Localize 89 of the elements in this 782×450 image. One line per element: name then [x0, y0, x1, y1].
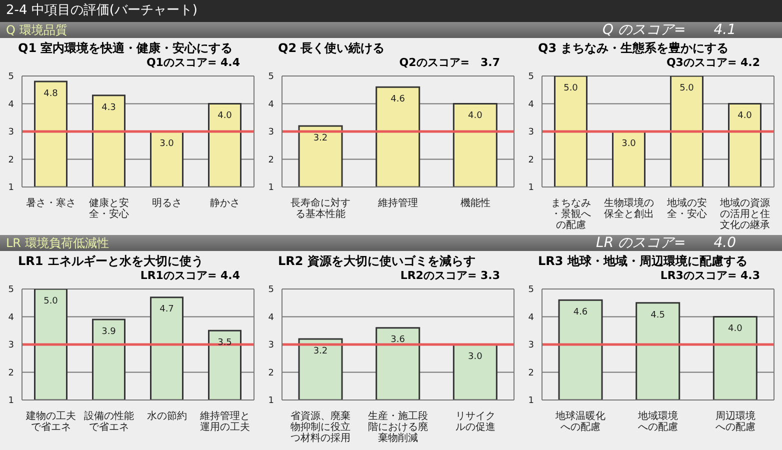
chart-subtitle: LR3のスコア= 4.3 [659, 269, 761, 283]
data-label: 4.3 [102, 102, 116, 113]
chart-subtitle: Q3のスコア= 4.2 [665, 56, 761, 70]
y-tick-label: 3 [528, 128, 534, 138]
chart-title: LR3 地球・地域・周辺環境に配慮する [537, 254, 748, 269]
y-tick-label: 3 [8, 340, 14, 351]
y-tick-label: 5 [268, 72, 274, 82]
x-tick-label: 設備の性能で省エネ [84, 410, 134, 433]
x-tick-label: 生産・施工段階における廃棄物削減 [368, 410, 428, 444]
text: Q 環境品質 [6, 22, 68, 38]
x-tick-label: 省資源、廃棄物抑制に役立つ材料の採用 [290, 410, 351, 444]
y-tick-label: 2 [8, 155, 14, 166]
y-tick-label: 2 [528, 368, 534, 378]
x-tick-label: 暑さ・寒さ [26, 197, 76, 209]
data-label: 4.0 [468, 111, 483, 122]
data-label: 4.0 [728, 324, 743, 334]
y-tick-label: 4 [8, 312, 14, 323]
text: Q のスコア= 4.1 [602, 21, 737, 39]
x-tick-label: 地域の安全・安心 [666, 197, 707, 220]
data-label: 4.0 [218, 111, 232, 122]
y-tick-label: 5 [268, 285, 274, 296]
data-label: 3.5 [218, 338, 232, 348]
chart-subtitle: Q2のスコア= 3.7 [398, 56, 501, 70]
x-tick-label: 明るさ [152, 198, 182, 209]
chart-title: LR1 エネルギーと水を大切に使う [17, 254, 204, 269]
data-label: 3.2 [313, 346, 328, 356]
x-tick-label: 健康と安全・安心 [89, 197, 129, 220]
data-label: 4.6 [390, 94, 406, 104]
y-tick-label: 1 [268, 396, 274, 406]
x-tick-label: 地球温暖化への配慮 [554, 410, 606, 433]
data-label: 5.0 [680, 83, 694, 94]
data-label: 3.2 [313, 133, 328, 144]
data-label: 4.6 [573, 307, 588, 318]
data-label: 4.7 [160, 304, 174, 315]
y-tick-label: 1 [528, 396, 534, 406]
data-label: 3.9 [102, 326, 116, 337]
data-label: 5.0 [44, 296, 58, 306]
y-tick-label: 2 [8, 368, 14, 378]
chart-subtitle: LR2のスコア= 3.3 [399, 269, 501, 283]
x-tick-label: 維持管理と運用の工夫 [199, 410, 250, 433]
chart-title: LR2 資源を大切に使いゴミを減らす [277, 254, 476, 269]
chart-subtitle: Q1のスコア= 4.4 [145, 56, 241, 70]
x-tick-label: 生物環境の保全と創出 [604, 197, 654, 220]
x-tick-label: 静かさ [210, 197, 240, 209]
data-label: 3.0 [468, 352, 483, 362]
chart-subtitle: LR1のスコア= 4.4 [139, 269, 241, 283]
y-tick-label: 2 [268, 155, 274, 166]
x-tick-label: 地域の資源の活用と住文化の継承 [719, 197, 770, 231]
y-tick-label: 5 [528, 72, 534, 82]
x-tick-label: 長寿命に対する基本性能 [290, 197, 351, 220]
y-tick-label: 2 [268, 368, 274, 378]
x-tick-label: まちなみ・景観への配慮 [551, 198, 591, 231]
x-tick-label: 周辺環境への配慮 [715, 410, 756, 433]
data-label: 5.0 [564, 83, 578, 94]
data-label: 4.8 [44, 88, 58, 99]
data-label: 3.0 [160, 138, 174, 149]
text: LR のスコア= 4.0 [596, 234, 737, 252]
x-tick-label: 維持管理 [377, 197, 418, 209]
y-tick-label: 3 [8, 128, 14, 138]
text: 2-4 中項目の評価(バーチャート) [0, 0, 782, 22]
text: LR 環境負荷低減性 [6, 234, 109, 252]
y-tick-label: 3 [268, 340, 274, 351]
y-tick-label: 3 [268, 128, 274, 138]
y-tick-label: 1 [268, 183, 274, 194]
x-tick-label: 地域環境への配慮 [637, 410, 678, 433]
y-tick-label: 3 [528, 340, 534, 351]
y-tick-label: 1 [8, 396, 14, 406]
y-tick-label: 1 [528, 183, 534, 194]
chart-title: Q3 まちなみ・生態系を豊かにする [537, 41, 730, 56]
y-tick-label: 4 [268, 312, 274, 323]
chart-title: Q1 室内環境を快適・健康・安心にする [17, 41, 234, 56]
y-tick-label: 5 [8, 285, 14, 296]
data-label: 3.6 [390, 335, 406, 346]
y-tick-label: 5 [8, 72, 14, 82]
data-label: 4.0 [738, 111, 752, 122]
chart-title: Q2 長く使い続ける [277, 41, 386, 56]
y-tick-label: 4 [528, 100, 534, 110]
x-tick-label: 水の節約 [147, 410, 187, 422]
y-tick-label: 1 [8, 183, 14, 194]
y-tick-label: 2 [528, 155, 534, 166]
y-tick-label: 4 [8, 100, 14, 110]
y-tick-label: 4 [268, 100, 274, 110]
data-label: 3.0 [622, 138, 636, 149]
x-tick-label: 機能性 [460, 197, 490, 209]
y-tick-label: 5 [528, 285, 534, 296]
x-tick-label: リサイクルの促進 [455, 411, 496, 433]
x-tick-label: 建物の工夫で省エネ [25, 410, 76, 433]
y-tick-label: 4 [528, 312, 534, 323]
data-label: 4.5 [650, 310, 666, 320]
